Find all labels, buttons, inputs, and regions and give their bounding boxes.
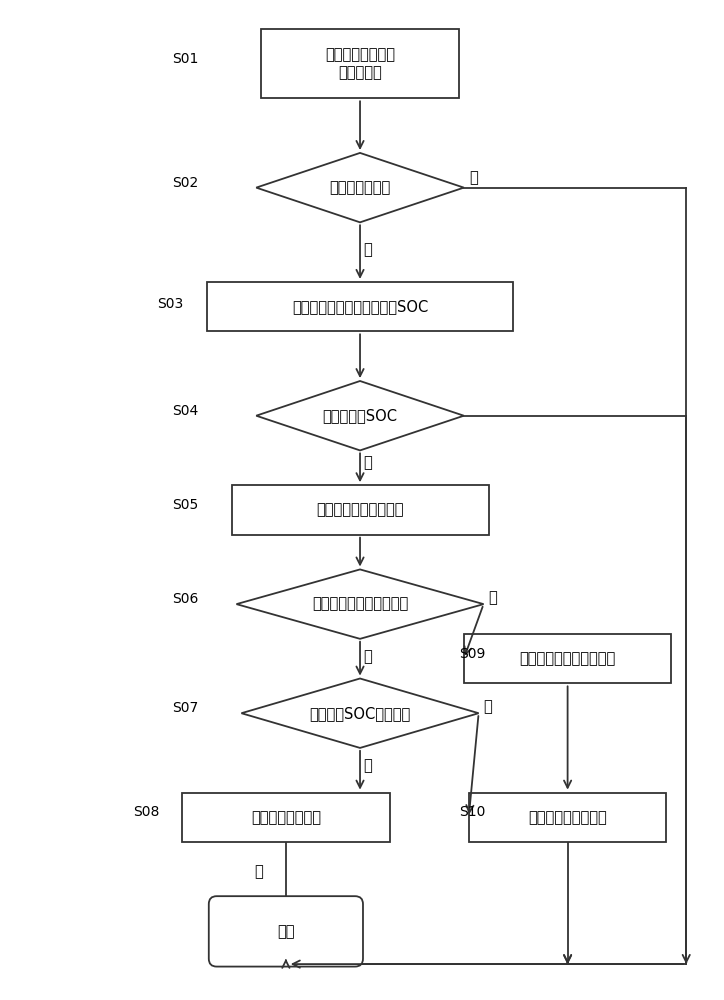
Text: 发送故障信息给用户终端: 发送故障信息给用户终端 (520, 651, 615, 666)
FancyBboxPatch shape (261, 29, 459, 98)
Polygon shape (256, 153, 464, 222)
Text: 获取电池包温度以及电池包SOC: 获取电池包温度以及电池包SOC (292, 299, 428, 314)
Text: 整车控制系统休眠: 整车控制系统休眠 (251, 810, 321, 825)
Text: 判断温度及SOC: 判断温度及SOC (322, 408, 397, 423)
Text: 结束: 结束 (277, 924, 295, 939)
Polygon shape (241, 679, 479, 748)
Text: S10: S10 (459, 805, 485, 819)
Text: S01: S01 (172, 52, 198, 66)
Text: 判断当前SOC是否正常: 判断当前SOC是否正常 (309, 706, 411, 721)
Text: S09: S09 (459, 647, 485, 661)
Polygon shape (237, 569, 484, 639)
Text: 否: 否 (468, 170, 478, 185)
Text: 充电包进入充电模式: 充电包进入充电模式 (529, 810, 607, 825)
FancyBboxPatch shape (232, 485, 489, 535)
Text: 是否为下电模式: 是否为下电模式 (329, 180, 391, 195)
Text: S02: S02 (172, 176, 198, 190)
Polygon shape (256, 381, 464, 450)
Text: S05: S05 (172, 498, 198, 512)
Text: 是: 是 (363, 758, 371, 773)
Text: 服务器远程唤醒车
辆控制网络: 服务器远程唤醒车 辆控制网络 (325, 47, 395, 80)
FancyBboxPatch shape (182, 793, 390, 842)
FancyBboxPatch shape (207, 282, 513, 331)
Text: 否: 否 (489, 590, 497, 605)
Text: 是: 是 (363, 455, 371, 470)
Text: 判断热管理操作是否正常: 判断热管理操作是否正常 (312, 597, 408, 612)
FancyBboxPatch shape (468, 793, 667, 842)
Text: S04: S04 (172, 404, 198, 418)
Text: S08: S08 (132, 805, 159, 819)
Text: S06: S06 (172, 592, 198, 606)
FancyBboxPatch shape (209, 896, 363, 967)
Text: 启动电池包热管理操作: 启动电池包热管理操作 (316, 502, 404, 517)
Text: 否: 否 (254, 864, 263, 879)
Text: S07: S07 (172, 701, 198, 715)
Text: 是: 是 (363, 243, 371, 258)
Text: 否: 否 (484, 699, 492, 714)
Text: 是: 是 (363, 649, 371, 664)
Text: S03: S03 (157, 297, 184, 311)
FancyBboxPatch shape (464, 634, 671, 683)
